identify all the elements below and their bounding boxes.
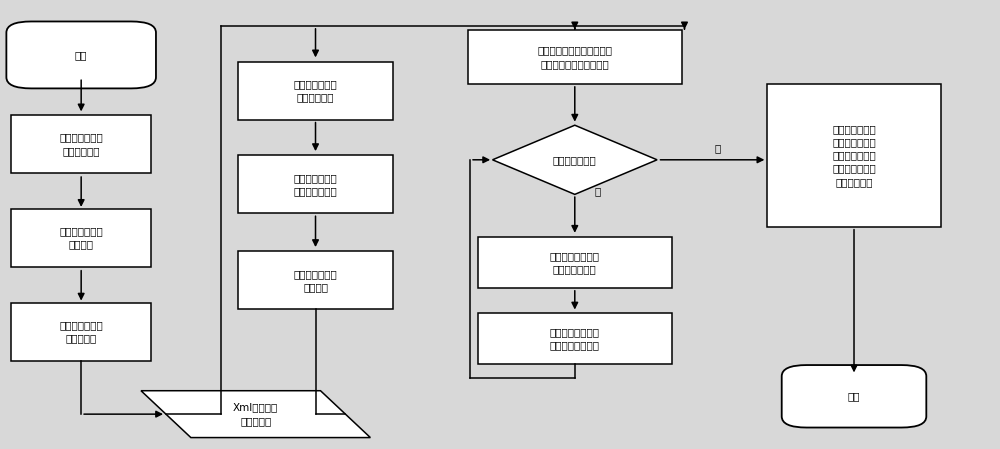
Bar: [238, 251, 393, 309]
Bar: [478, 313, 672, 364]
FancyBboxPatch shape: [6, 22, 156, 88]
Polygon shape: [141, 391, 370, 438]
Bar: [767, 84, 941, 227]
Text: 是: 是: [595, 186, 601, 196]
Text: 业务数据分发单表
数据导入子流程: 业务数据分发单表 数据导入子流程: [550, 251, 600, 274]
FancyBboxPatch shape: [782, 365, 926, 427]
Text: 遍历并备份项目
的业务数据: 遍历并备份项目 的业务数据: [59, 320, 103, 343]
Text: 业务数据从表自增
量标识更新子流程: 业务数据从表自增 量标识更新子流程: [550, 327, 600, 350]
Text: 建立业务数据表
关联关系: 建立业务数据表 关联关系: [59, 226, 103, 250]
Bar: [478, 237, 672, 288]
Text: 获取站点数据库
自定义结构信息: 获取站点数据库 自定义结构信息: [294, 173, 337, 196]
Text: 开始: 开始: [75, 50, 87, 60]
Bar: [468, 31, 682, 84]
Bar: [238, 155, 393, 213]
Text: 建立业务数据表
关联关系: 建立业务数据表 关联关系: [294, 269, 337, 292]
Bar: [11, 303, 151, 361]
Bar: [11, 115, 151, 173]
Text: Xml描述的业
务数据信息: Xml描述的业 务数据信息: [233, 403, 278, 426]
Text: 结束: 结束: [848, 391, 860, 401]
Text: 将新建立的总表
与分表自增量标
识对应关系，更
新至站点数据库
的标识变更表: 将新建立的总表 与分表自增量标 识对应关系，更 新至站点数据库 的标识变更表: [832, 124, 876, 187]
Bar: [11, 209, 151, 267]
Text: 有下一个数据表: 有下一个数据表: [553, 155, 597, 165]
Text: 获取站点数据库
基本结构信息: 获取站点数据库 基本结构信息: [294, 79, 337, 102]
Bar: [238, 62, 393, 119]
Text: 获取中心数据库
基本结构信息: 获取中心数据库 基本结构信息: [59, 132, 103, 156]
Polygon shape: [493, 125, 657, 194]
Text: 按业务数据表关联关系获取
未导入的数据表信息队列: 按业务数据表关联关系获取 未导入的数据表信息队列: [537, 45, 612, 69]
Text: 否: 否: [714, 143, 721, 153]
